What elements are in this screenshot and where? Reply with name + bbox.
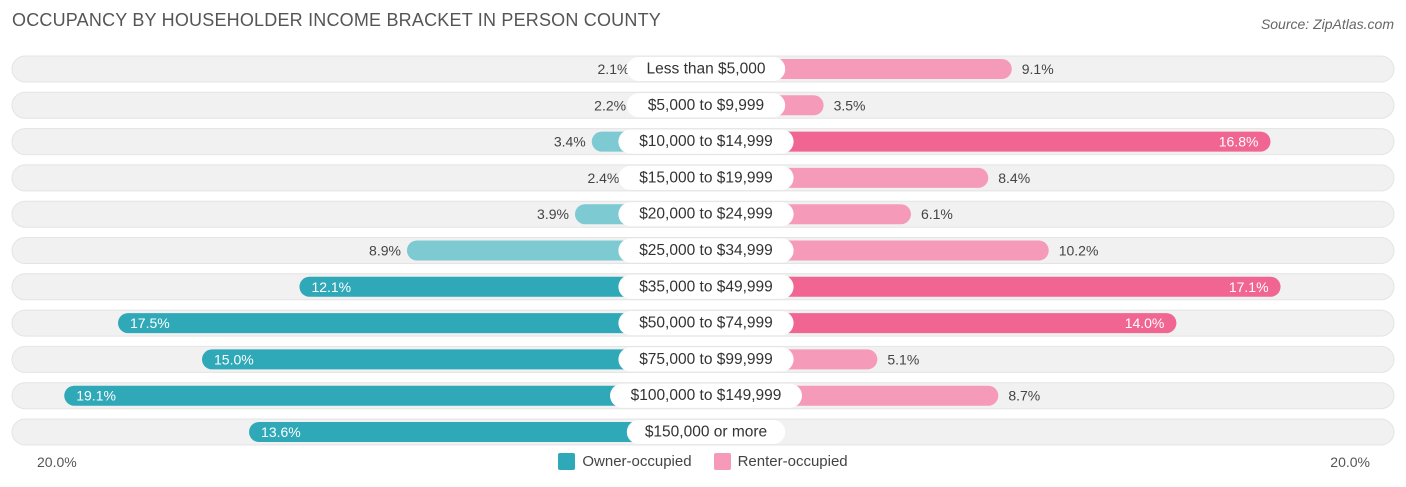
category-label: $10,000 to $14,999 [639, 133, 773, 150]
category-pill [618, 311, 794, 336]
owner-value-label: 12.1% [311, 279, 351, 295]
renter-value-label: 16.8% [1219, 134, 1259, 150]
category-label: $35,000 to $49,999 [639, 278, 773, 295]
owner-swatch [558, 453, 576, 470]
category-pill [618, 347, 794, 372]
owner-value-label: 3.4% [554, 134, 586, 150]
category-pill [626, 93, 786, 118]
category-label: $25,000 to $34,999 [639, 242, 773, 259]
renter-value-label: 9.1% [1022, 61, 1054, 77]
category-label: $5,000 to $9,999 [648, 97, 764, 114]
owner-value-label: 8.9% [369, 243, 401, 259]
axis-left-label: 20.0% [37, 454, 77, 470]
owner-bar [249, 422, 717, 442]
renter-value-label: 5.1% [887, 351, 919, 367]
renter-swatch [713, 453, 731, 470]
category-label: $50,000 to $74,999 [639, 315, 773, 332]
category-label: Less than $5,000 [647, 61, 766, 78]
owner-value-label: 2.4% [587, 170, 619, 186]
owner-value-label: 17.5% [130, 315, 170, 331]
legend-item-owner[interactable]: Owner-occupied [558, 453, 692, 470]
category-pill [610, 383, 802, 408]
category-pill [618, 274, 794, 299]
owner-value-label: 3.9% [537, 206, 569, 222]
category-label: $100,000 to $149,999 [631, 387, 782, 404]
renter-bar [696, 276, 1281, 297]
category-label: $150,000 or more [645, 424, 767, 441]
legend-renter-label: Renter-occupied [737, 453, 848, 470]
owner-bar [64, 385, 717, 406]
category-pill [618, 238, 794, 263]
renter-value-label: 14.0% [1125, 315, 1165, 331]
owner-bar [299, 276, 716, 297]
owner-bar [202, 349, 716, 370]
legend: Owner-occupied Renter-occupied [0, 453, 1406, 470]
renter-value-label: 8.7% [1008, 388, 1040, 404]
category-pill [626, 57, 786, 81]
category-label: $15,000 to $19,999 [639, 169, 773, 186]
owner-value-label: 15.0% [214, 351, 254, 367]
renter-value-label: 6.1% [921, 206, 953, 222]
chart-svg: 2.1% 9.1% Less than $5,000 2.2% 3.5% $5,000 t… [11, 55, 1395, 446]
category-pill [626, 420, 786, 444]
renter-bar [696, 313, 1177, 334]
owner-value-label: 2.2% [594, 97, 626, 113]
chart-title: OCCUPANCY BY HOUSEHOLDER INCOME BRACKET … [12, 10, 661, 30]
owner-bar [118, 313, 716, 334]
renter-value-label: 10.2% [1059, 243, 1099, 259]
renter-value-label: 3.5% [834, 97, 866, 113]
category-label: $75,000 to $99,999 [639, 351, 773, 368]
category-pill [618, 129, 794, 154]
category-pill [618, 165, 794, 190]
renter-value-label: 17.1% [1229, 279, 1269, 295]
category-label: $20,000 to $24,999 [639, 206, 773, 223]
owner-value-label: 13.6% [261, 424, 301, 440]
owner-value-label: 2.1% [598, 61, 630, 77]
legend-owner-label: Owner-occupied [582, 453, 692, 470]
source-label: Source: ZipAtlas.com [1260, 16, 1394, 32]
renter-bar [696, 131, 1271, 152]
axis-right-label: 20.0% [1330, 454, 1370, 470]
legend-item-renter[interactable]: Renter-occupied [713, 453, 848, 470]
category-pill [618, 202, 794, 227]
owner-value-label: 19.1% [76, 388, 116, 404]
renter-value-label: 8.4% [998, 170, 1030, 186]
